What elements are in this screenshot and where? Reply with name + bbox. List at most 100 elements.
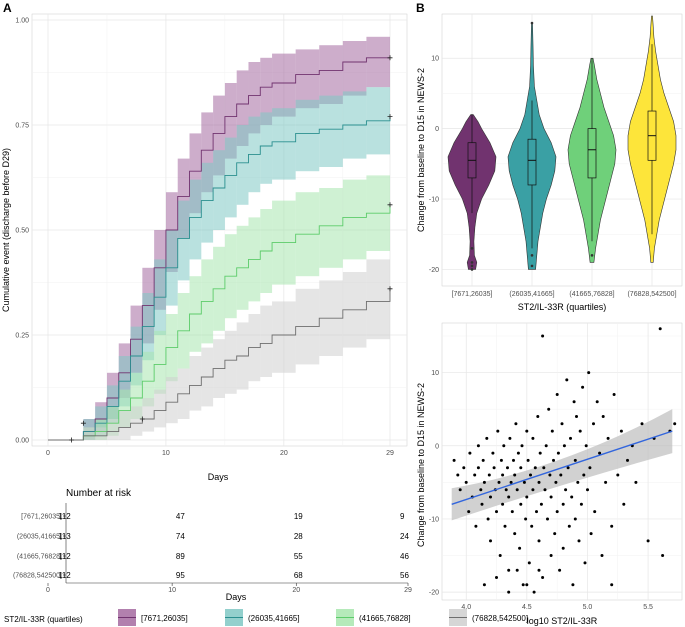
- violin-outlier: [470, 247, 474, 250]
- scatter-point: [566, 466, 570, 470]
- scatter-point: [588, 466, 592, 470]
- km-ci-band-1: [272, 108, 296, 180]
- scatter-point: [573, 517, 577, 521]
- scatter-point: [499, 458, 503, 462]
- scatter-point: [619, 429, 623, 433]
- scatter-point: [564, 488, 568, 492]
- scatter-point: [480, 502, 484, 506]
- risk-table-title: Number at risk: [66, 488, 132, 499]
- km-y-tick-label: 0.00: [15, 438, 29, 445]
- scatter-point: [489, 495, 492, 499]
- km-ci-band-0: [366, 36, 390, 88]
- violin-x-tick-label: (76828,542500]: [627, 291, 676, 298]
- km-ci-band-0: [177, 158, 190, 239]
- km-censor-mark: [387, 202, 393, 208]
- km-ci-band-0: [295, 49, 320, 109]
- km-x-tick-label: 10: [162, 450, 170, 457]
- scatter-point: [604, 480, 608, 484]
- scatter-point: [510, 510, 514, 514]
- km-x-tick-label: 20: [280, 450, 288, 457]
- risk-cell: 46: [400, 552, 409, 561]
- scatter-point: [467, 510, 471, 514]
- scatter-point: [525, 583, 529, 587]
- scatter-point: [474, 524, 478, 528]
- scatter-point: [542, 466, 546, 470]
- scatter-point: [539, 502, 543, 506]
- scatter-point: [521, 583, 525, 587]
- scatter-point: [468, 451, 472, 455]
- scatter-point: [476, 444, 480, 448]
- scatter-point: [506, 466, 509, 470]
- km-step-line-1: [48, 116, 391, 441]
- scatter-x-tick-label: 5.5: [643, 604, 653, 611]
- risk-cell: 112: [58, 552, 71, 561]
- scatter-point: [658, 327, 662, 331]
- km-ci-band-2: [319, 188, 343, 268]
- panel-label-a: A: [3, 1, 12, 15]
- violin-y-tick-label: -10: [429, 197, 439, 204]
- scatter-point: [481, 458, 485, 462]
- scatter-point: [554, 480, 558, 484]
- scatter-point: [537, 539, 541, 543]
- scatter-point: [572, 400, 576, 404]
- scatter-point: [550, 429, 554, 433]
- km-y-axis-title: Cumulative event (discharge before D29): [1, 148, 11, 312]
- scatter-point: [476, 466, 480, 470]
- violin-outlier: [530, 264, 534, 268]
- legend-label-0: [7671,26035]: [141, 614, 188, 623]
- km-y-tick-label: 1.00: [15, 18, 29, 25]
- km-ci-band-1: [260, 112, 273, 184]
- scatter-point: [496, 429, 500, 433]
- scatter-point: [530, 524, 534, 528]
- scatter-point: [458, 488, 462, 492]
- scatter-point: [612, 393, 616, 396]
- km-ci-band-0: [342, 41, 367, 96]
- scatter-point: [537, 480, 541, 484]
- scatter-point: [555, 393, 559, 396]
- km-ci-band-2: [342, 179, 367, 260]
- km-ci-band-0: [272, 53, 296, 117]
- scatter-point: [514, 422, 518, 426]
- scatter-point: [552, 458, 555, 462]
- scatter-point: [589, 532, 593, 536]
- km-ci-band-1: [236, 125, 249, 205]
- scatter-point: [498, 554, 502, 557]
- scatter-y-tick-label: 0: [435, 443, 439, 450]
- scatter-point: [501, 473, 505, 477]
- km-step-lines: [48, 55, 393, 443]
- km-ci-band-3: [165, 377, 178, 424]
- scatter-point: [569, 436, 572, 440]
- scatter-point: [546, 517, 549, 521]
- km-censor-mark: [69, 437, 75, 443]
- scatter-point: [592, 422, 595, 426]
- risk-cell: 112: [58, 571, 71, 580]
- scatter-x-axis-title: log10 ST2/IL-33R: [527, 616, 598, 626]
- scatter-y-tick-label: 10: [431, 370, 439, 377]
- scatter-point: [549, 495, 553, 499]
- scatter-tick-labels: 10 0 -10 -20 4.0 4.5 5.0 5.5: [429, 370, 653, 611]
- scatter-point: [507, 495, 511, 499]
- scatter-point: [560, 422, 564, 426]
- scatter-point: [503, 524, 507, 528]
- risk-x-tick-label: 29: [404, 587, 412, 594]
- legend-items: [7671,26035] (26035,41665] (41665,76828] (7…: [118, 609, 528, 626]
- risk-x-tick-label: 10: [168, 587, 176, 594]
- scatter-point: [502, 444, 506, 448]
- violin-box-1: [527, 138, 537, 186]
- scatter-point: [513, 532, 517, 536]
- km-ci-band-0: [236, 70, 249, 146]
- scatter-point: [519, 466, 523, 470]
- km-ci-band-0: [319, 45, 343, 104]
- scatter-point: [501, 502, 505, 506]
- scatter-point: [452, 458, 456, 462]
- risk-cell: 55: [294, 552, 303, 561]
- km-ci-band-1: [224, 137, 237, 218]
- km-ci-band-3: [224, 330, 237, 394]
- km-ci-band-1: [189, 179, 202, 260]
- scatter-point: [601, 415, 605, 418]
- scatter-x-tick-label: 4.5: [522, 604, 532, 611]
- violin-x-tick-label: (41665,76828]: [569, 291, 614, 298]
- risk-cell: 68: [294, 571, 303, 580]
- scatter-point: [570, 495, 574, 499]
- scatter-point: [509, 480, 513, 484]
